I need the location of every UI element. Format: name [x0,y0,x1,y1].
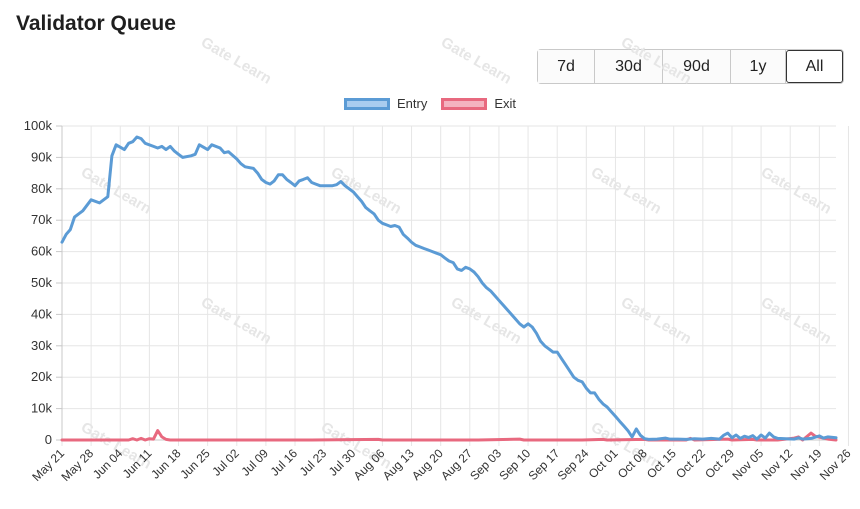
x-tick-label: Nov 05 [729,446,766,483]
legend-item-exit[interactable]: Exit [441,96,516,111]
range-30d-button[interactable]: 30d [595,50,663,83]
page-title: Validator Queue [16,12,176,35]
legend-swatch-exit [441,97,488,110]
legend-label-entry: Entry [396,96,428,111]
watermark-text: Gate Learn [438,34,514,88]
x-tick-label: Sep 17 [526,446,563,483]
y-tick-label: 10k [31,401,52,416]
legend-label-exit: Exit [494,96,516,111]
watermark-text: Gate Learn [588,164,664,218]
x-tick-label: Jul 23 [297,446,330,479]
x-tick-label: Nov 19 [788,446,825,483]
y-tick-label: 60k [31,244,52,259]
x-tick-label: Jun 04 [90,446,126,482]
x-tick-label: Aug 20 [409,446,446,483]
chart-legend: Entry Exit [0,96,860,111]
x-tick-label: Jun 25 [177,446,213,482]
watermark-text: Gate Learn [618,294,694,348]
y-tick-label: 90k [31,149,52,164]
range-7d-button[interactable]: 7d [538,50,595,83]
watermark-text: Gate Learn [618,34,694,88]
x-tick-label: May 28 [59,446,97,484]
x-tick-label: Oct 01 [586,446,621,481]
legend-swatch-entry [343,97,390,110]
range-all-button[interactable]: All [786,50,843,83]
range-90d-button[interactable]: 90d [663,50,731,83]
x-tick-label: Jun 18 [148,446,184,482]
watermark-text: Gate Learn [758,294,834,348]
series-line-entry [60,135,838,441]
watermark-text: Gate Learn [758,164,834,218]
y-tick-label: 40k [31,306,52,321]
x-tick-label: Jul 09 [238,446,271,479]
watermark-text: Gate Learn [198,34,274,88]
y-tick-label: 70k [31,212,52,227]
legend-item-entry[interactable]: Entry [343,96,428,111]
y-tick-label: 20k [31,369,52,384]
y-tick-label: 50k [31,275,52,290]
x-tick-label: Nov 26 [817,446,854,483]
x-tick-label: Jul 16 [268,446,301,479]
range-1y-button[interactable]: 1y [731,50,786,83]
y-tick-label: 80k [31,181,52,196]
watermark-text: Gate Learn [448,294,524,348]
x-tick-label: Sep 24 [555,446,592,483]
time-range-selector: 7d 30d 90d 1y All [537,49,844,84]
x-tick-label: Aug 27 [438,446,475,483]
y-tick-label: 30k [31,338,52,353]
x-tick-label: Sep 10 [496,446,533,483]
x-tick-label: Nov 12 [759,446,796,483]
x-tick-label: Jul 02 [209,446,242,479]
x-tick-label: Oct 22 [673,446,708,481]
watermark-text: Gate Learn [198,294,274,348]
y-tick-label: 0 [45,432,52,447]
x-tick-label: Sep 03 [467,446,504,483]
y-tick-label: 100k [24,118,53,133]
watermark-text: Gate Learn [78,164,154,218]
